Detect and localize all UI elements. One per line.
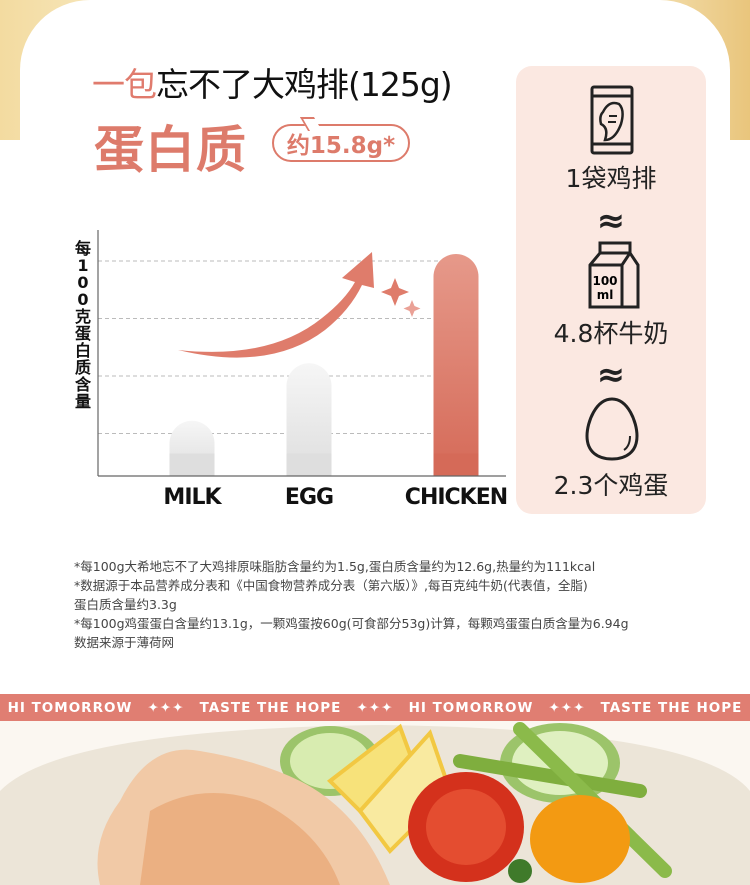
x-tick-label: EGG bbox=[284, 485, 334, 510]
food-photo bbox=[0, 721, 750, 885]
x-tick-label: MILK bbox=[163, 485, 221, 510]
comparison-chicken-label: 1袋鸡排 bbox=[565, 164, 657, 193]
footnote: *数据源于本品营养成分表和《中国食物营养成分表（第六版）》,每百克纯牛奶(代表值… bbox=[74, 578, 588, 593]
protein-amount-badge: 约15.8g* bbox=[272, 124, 410, 162]
egg-icon bbox=[585, 397, 639, 461]
chicken-bag-icon bbox=[590, 85, 634, 155]
approx-symbol: ≈ bbox=[596, 355, 626, 395]
footnotes: *每100g大希地忘不了大鸡排原味脂肪含量约为1.5g,蛋白质含量约为12.6g… bbox=[74, 557, 629, 652]
slogan-banner: HI TOMORROW ✦✦✦ TASTE THE HOPE ✦✦✦ HI TO… bbox=[0, 694, 750, 721]
svg-text:100: 100 bbox=[592, 274, 617, 288]
title-highlight: 一包 bbox=[92, 65, 157, 104]
banner-text: HI TOMORROW bbox=[408, 699, 534, 716]
x-tick-label: CHICKEN bbox=[404, 485, 508, 510]
approx-symbol: ≈ bbox=[596, 201, 626, 241]
banner-stars: ✦✦✦ bbox=[356, 699, 394, 716]
comparison-egg-label: 2.3个鸡蛋 bbox=[553, 471, 669, 500]
comparison-panel: 1袋鸡排 ≈ 100 ml 4.8杯牛奶 ≈ 2.3个鸡蛋 bbox=[516, 66, 706, 514]
banner-text: TASTE THE HOPE bbox=[600, 699, 743, 716]
svg-text:ml: ml bbox=[597, 288, 614, 302]
footnote: 数据来源于薄荷网 bbox=[74, 635, 175, 650]
growth-arrow bbox=[178, 252, 374, 358]
banner-text: TASTE THE HOPE bbox=[199, 699, 342, 716]
protein-bar-chart bbox=[97, 230, 506, 477]
protein-heading: 蛋白质 bbox=[94, 121, 247, 179]
banner-text: HI TOMORROW bbox=[7, 699, 133, 716]
bar-base-egg bbox=[286, 453, 332, 476]
sparkle-small bbox=[403, 300, 421, 317]
sparkle-large bbox=[381, 278, 409, 306]
bar-base-chicken bbox=[433, 453, 479, 476]
bar-base-milk bbox=[169, 453, 215, 476]
footnote: *每100g大希地忘不了大鸡排原味脂肪含量约为1.5g,蛋白质含量约为12.6g… bbox=[74, 559, 596, 574]
banner-stars: ✦✦✦ bbox=[147, 699, 185, 716]
title-rest: 忘不了大鸡排(125g) bbox=[156, 65, 453, 104]
bar-chicken bbox=[433, 254, 479, 476]
footnote: 蛋白质含量约3.3g bbox=[74, 597, 177, 612]
protein-amount: 约15.8g* bbox=[286, 133, 396, 159]
bar-egg bbox=[286, 363, 332, 476]
footnote: *每100g鸡蛋蛋白含量约13.1g，一颗鸡蛋按60g(可食部分53g)计算，每… bbox=[74, 616, 629, 631]
product-title: 一包忘不了大鸡排(125g) bbox=[92, 58, 453, 106]
banner-stars: ✦✦✦ bbox=[548, 699, 586, 716]
y-axis-label: 每100克蛋白质含量 bbox=[74, 239, 91, 411]
comparison-milk-label: 4.8杯牛奶 bbox=[553, 319, 669, 348]
